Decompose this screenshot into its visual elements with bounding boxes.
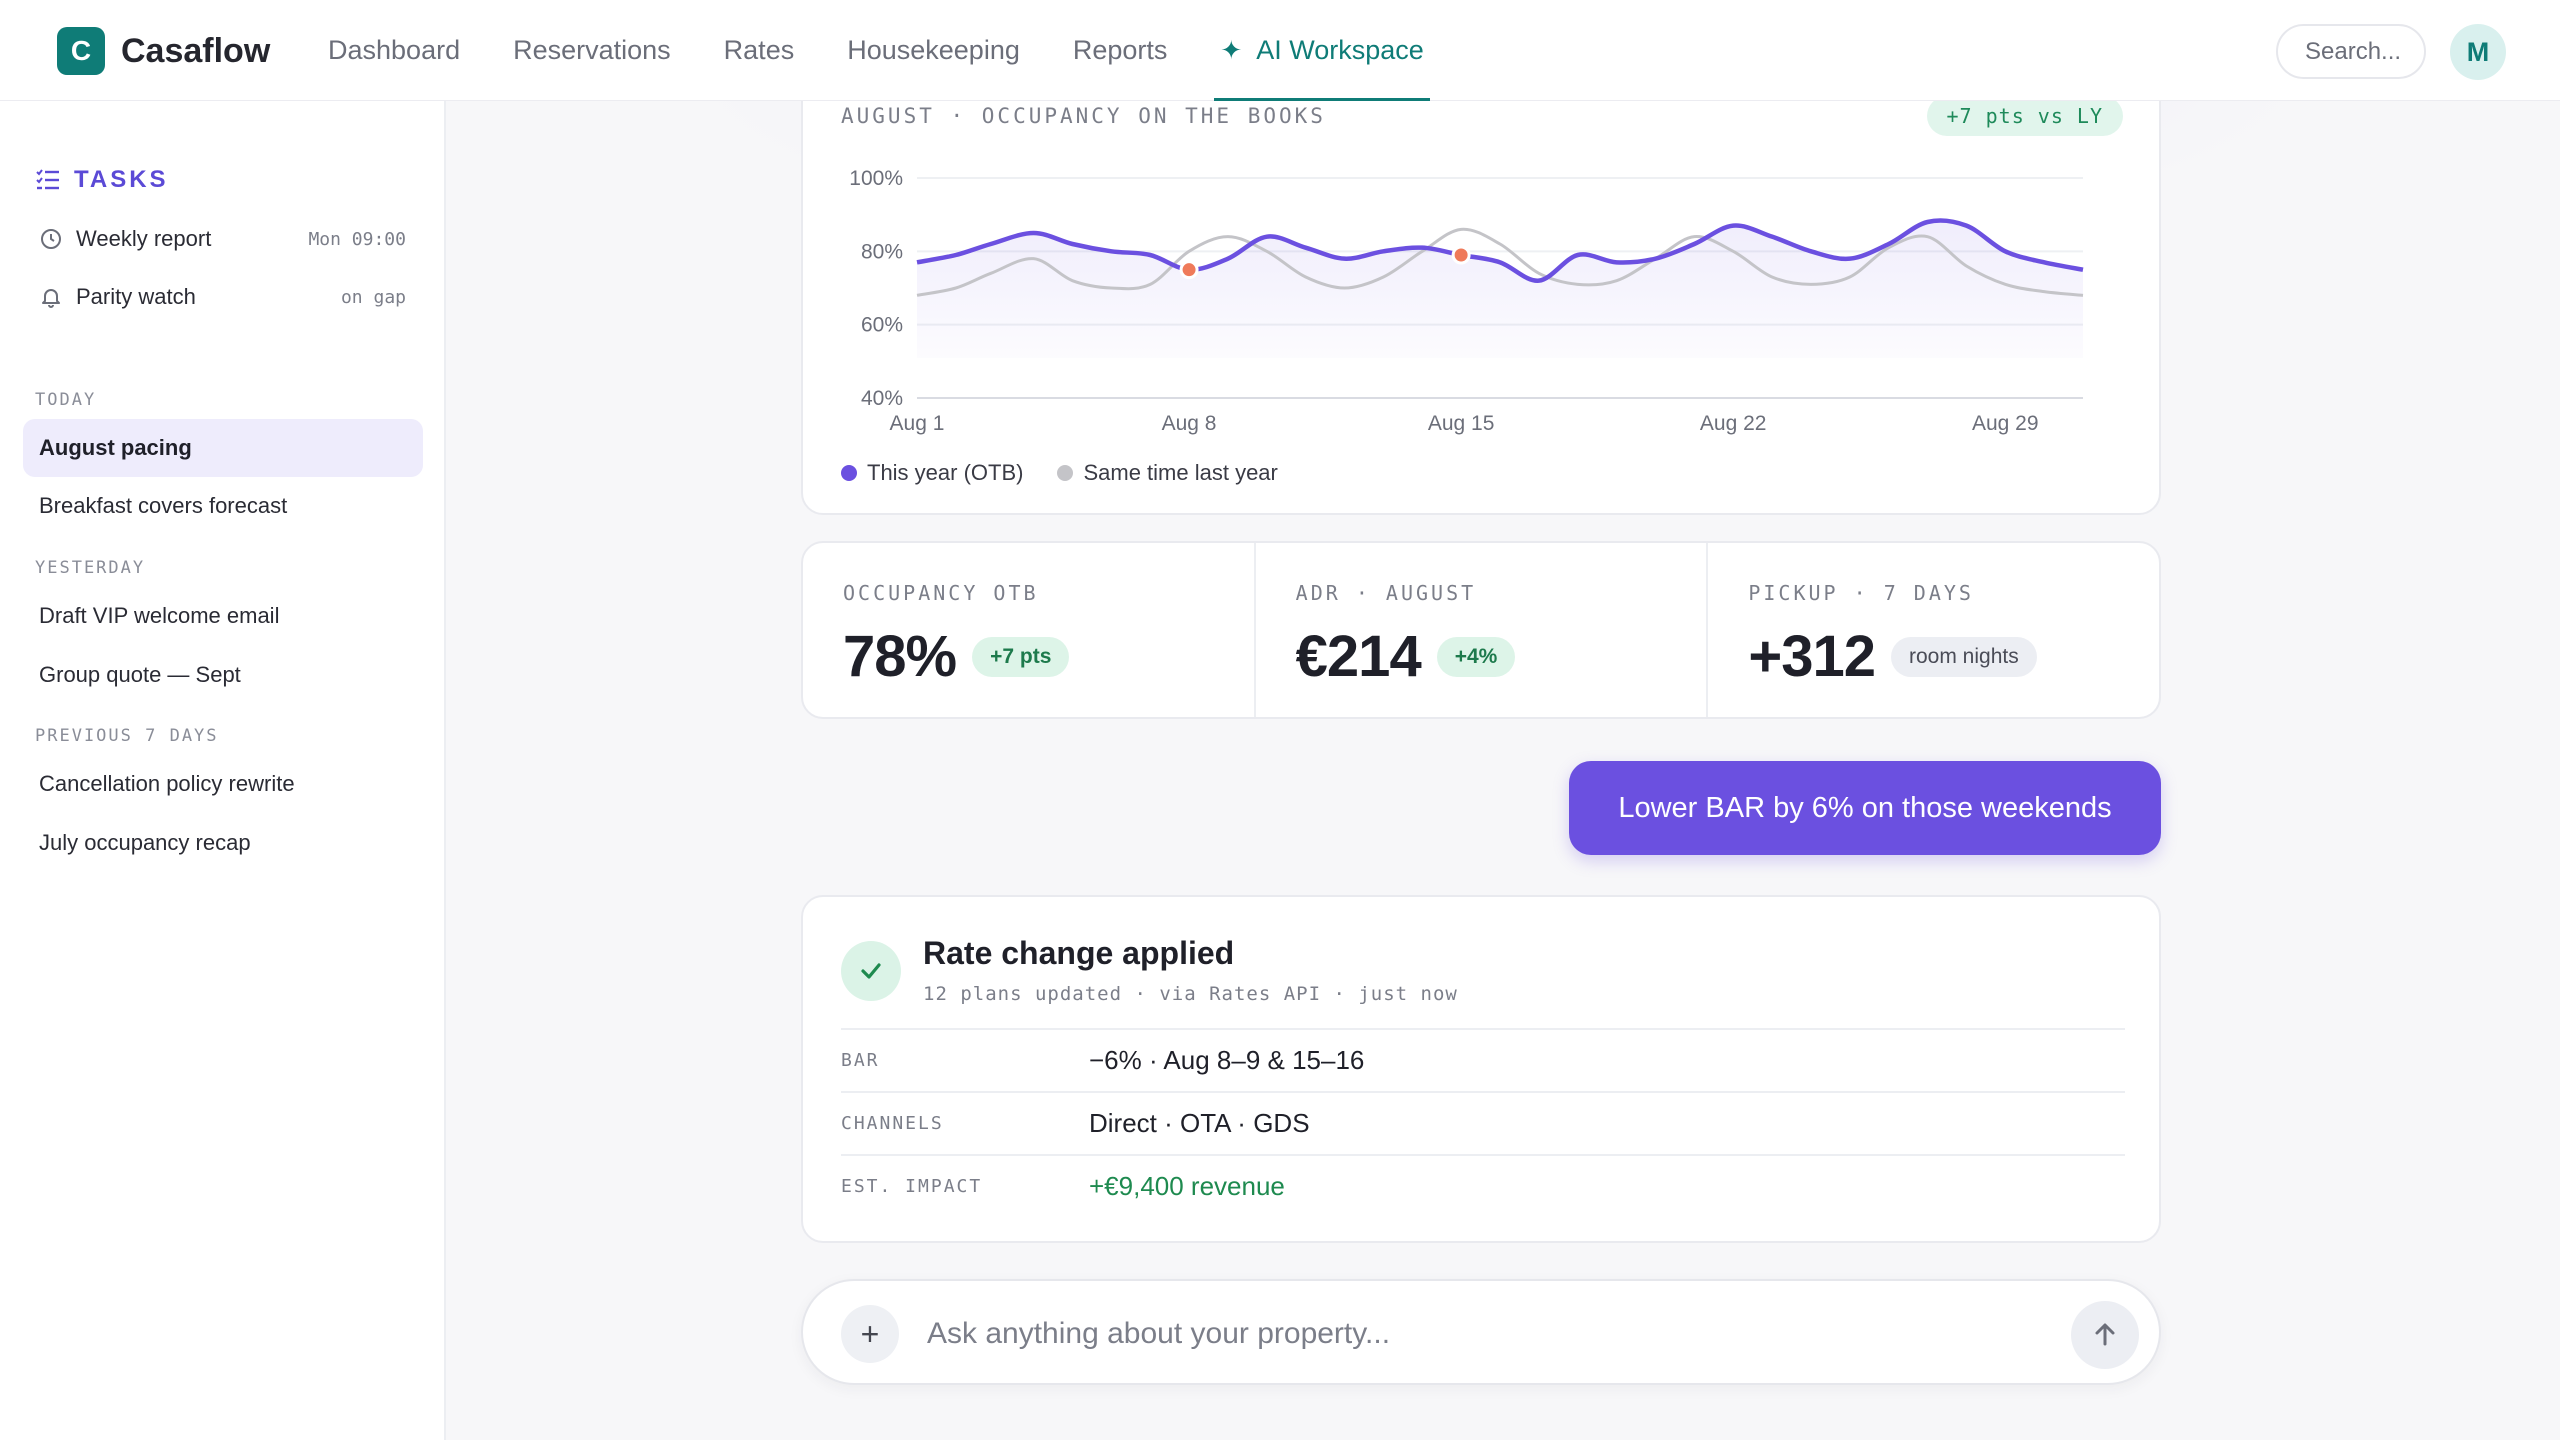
- kpi-value: 78%: [843, 624, 957, 689]
- result-value: −6% · Aug 8–9 & 15–16: [1089, 1045, 1365, 1075]
- conversation-item[interactable]: Draft VIP welcome email: [39, 603, 280, 628]
- conversation-item[interactable]: Breakfast covers forecast: [39, 493, 288, 518]
- conversation-item[interactable]: August pacing: [23, 419, 423, 477]
- sparkle-icon: ✦: [1220, 35, 1243, 65]
- check-icon: [841, 941, 901, 1001]
- chart-legend: This year (OTB) Same time last year: [841, 460, 1312, 486]
- attach-button[interactable]: +: [841, 1305, 899, 1363]
- occupancy-line-chart: 40% 60% 80% 100% Aug 1 Aug 8 Aug 15 Aug 22 Aug 2…: [849, 167, 2084, 435]
- result-row-channels: CHANNELS Direct · OTA · GDS: [841, 1091, 2125, 1154]
- bell-icon: [42, 289, 60, 308]
- series-line-this-year: [916, 218, 2084, 283]
- plus-icon: +: [860, 1315, 880, 1352]
- result-subtitle: 12 plans updated · via Rates API · just …: [923, 983, 1458, 1005]
- x-tick-label: Aug 29: [1972, 412, 2039, 435]
- task-list-icon: [36, 169, 59, 190]
- chat-input[interactable]: [927, 1309, 2007, 1359]
- kpi-label: PICKUP · 7 DAYS: [1748, 581, 1974, 605]
- top-navigation: C Casaflow Dashboard Reservations Rates …: [0, 0, 2560, 101]
- user-avatar[interactable]: M: [2450, 24, 2506, 80]
- task-parity-watch[interactable]: Parity watch on gap: [40, 277, 406, 317]
- highlight-point: [1451, 245, 1471, 265]
- kpi-delta-chip: +4%: [1436, 636, 1516, 677]
- kpi-value: €214: [1295, 624, 1422, 689]
- task-weekly-report[interactable]: Weekly report Mon 09:00: [40, 219, 406, 259]
- legend-swatch: [1057, 465, 1074, 481]
- conversation-item[interactable]: July occupancy recap: [39, 830, 251, 855]
- result-key: CHANNELS: [841, 1113, 944, 1134]
- tasks-heading-label: TASKS: [74, 166, 169, 193]
- search-button[interactable]: Search...: [2276, 24, 2426, 79]
- result-row-impact: EST. IMPACT +€9,400 revenue: [841, 1154, 2125, 1217]
- group-label-yesterday: YESTERDAY: [35, 558, 146, 578]
- task-schedule: Mon 09:00: [308, 228, 406, 250]
- result-value: Direct · OTA · GDS: [1089, 1108, 1310, 1138]
- result-title: Rate change applied: [923, 935, 1235, 971]
- legend-swatch: [841, 465, 857, 481]
- y-tick-label: 100%: [849, 167, 903, 190]
- this-year-area: [917, 220, 2083, 358]
- nav-rates[interactable]: Rates: [723, 35, 795, 65]
- tasks-heading: TASKS: [36, 166, 169, 194]
- x-tick-label: Aug 8: [1162, 412, 1217, 435]
- y-tick-label: 40%: [861, 387, 903, 410]
- chat-composer: +: [801, 1279, 2161, 1385]
- task-label: Parity watch: [76, 284, 196, 309]
- nav-reports[interactable]: Reports: [1072, 35, 1168, 65]
- chart-title: AUGUST · OCCUPANCY ON THE BOOKS: [841, 104, 1326, 128]
- result-key: BAR: [841, 1050, 880, 1071]
- brand-name: Casaflow: [121, 31, 271, 70]
- clock-icon: [41, 229, 61, 249]
- result-row-bar: BAR −6% · Aug 8–9 & 15–16: [841, 1028, 2125, 1091]
- conversation-item[interactable]: Cancellation policy rewrite: [39, 771, 295, 796]
- kpi-label: OCCUPANCY OTB: [843, 581, 1039, 605]
- legend-last-year[interactable]: Same time last year: [1057, 460, 1278, 486]
- kpi-unit-chip: room nights: [1891, 636, 2037, 677]
- rate-change-result-card: Rate change applied 12 plans updated · v…: [801, 895, 2161, 1243]
- y-tick-label: 80%: [861, 240, 903, 263]
- occupancy-chart-card: AUGUST · OCCUPANCY ON THE BOOKS +7 pts v…: [801, 30, 2161, 515]
- nav-dashboard[interactable]: Dashboard: [328, 35, 461, 65]
- brand-logo: C: [57, 27, 105, 75]
- x-tick-label: Aug 22: [1700, 412, 1767, 435]
- arrow-up-icon: [2095, 1323, 2115, 1346]
- x-tick-label: Aug 1: [890, 412, 945, 435]
- group-label-today: TODAY: [35, 390, 97, 410]
- kpi-adr: ADR · AUGUST €214 +4%: [1256, 543, 1709, 717]
- nav-housekeeping[interactable]: Housekeeping: [847, 35, 1020, 65]
- y-tick-label: 60%: [861, 314, 903, 337]
- chart-badge: +7 pts vs LY: [1926, 96, 2123, 136]
- legend-label: Same time last year: [1083, 460, 1278, 485]
- nav-reservations[interactable]: Reservations: [513, 35, 671, 65]
- kpi-value: +312: [1748, 624, 1876, 689]
- kpi-delta-chip: +7 pts: [972, 636, 1070, 677]
- group-label-previous-7-days: PREVIOUS 7 DAYS: [35, 726, 219, 746]
- send-button[interactable]: [2071, 1301, 2139, 1369]
- user-message-bubble: Lower BAR by 6% on those weekends: [1569, 761, 2161, 855]
- kpi-card: OCCUPANCY OTB 78% +7 pts ADR · AUGUST €2…: [801, 541, 2161, 719]
- sidebar: TASKS Weekly report Mon 09:00 Parity wat…: [0, 101, 446, 1440]
- kpi-pickup: PICKUP · 7 DAYS +312 room nights: [1708, 543, 2159, 717]
- x-tick-label: Aug 15: [1428, 412, 1495, 435]
- legend-this-year[interactable]: This year (OTB): [841, 460, 1023, 486]
- kpi-occupancy: OCCUPANCY OTB 78% +7 pts: [803, 543, 1256, 717]
- result-value: +€9,400 revenue: [1089, 1171, 1285, 1201]
- task-schedule: on gap: [340, 286, 406, 308]
- brand[interactable]: C Casaflow: [57, 27, 270, 75]
- nav-ai-workspace-label: AI Workspace: [1256, 35, 1424, 65]
- result-key: EST. IMPACT: [841, 1176, 983, 1197]
- nav-ai-workspace[interactable]: ✦ AI Workspace: [1214, 0, 1431, 101]
- series-line-last-year: [916, 227, 2084, 297]
- main-nav: Dashboard Reservations Rates Housekeepin…: [328, 0, 1477, 101]
- legend-label: This year (OTB): [867, 460, 1024, 485]
- kpi-label: ADR · AUGUST: [1295, 581, 1477, 605]
- highlight-point: [1179, 260, 1199, 280]
- conversation-item[interactable]: Group quote — Sept: [39, 662, 241, 687]
- task-label: Weekly report: [76, 226, 212, 251]
